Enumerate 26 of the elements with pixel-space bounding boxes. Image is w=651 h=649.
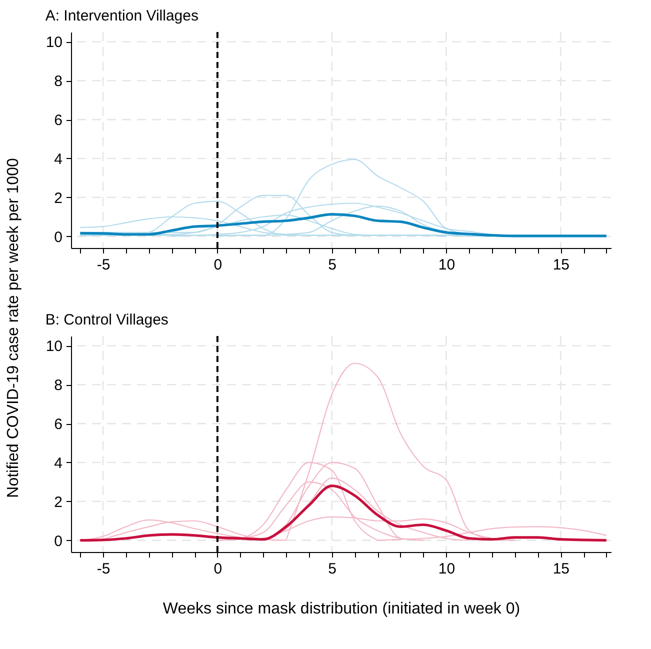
x-axis-title: Weeks since mask distribution (initiated in week 0) (162, 600, 520, 618)
y-tick-label: 10 (46, 338, 62, 356)
chart-title: B: Control Villages (45, 311, 168, 328)
y-tick-label: 6 (54, 416, 62, 434)
x-tick-label: 5 (328, 256, 337, 274)
y-tick-label: 0 (54, 228, 62, 246)
y-tick-label: 8 (54, 377, 62, 394)
y-tick-label: 2 (54, 494, 62, 511)
x-tick-label: 10 (438, 256, 456, 274)
y-tick-label: 10 (46, 34, 62, 52)
y-tick-label: 4 (54, 150, 62, 168)
y-tick-label: 8 (54, 73, 62, 90)
y-tick-label: 4 (54, 454, 62, 472)
x-tick-label: 0 (214, 560, 222, 578)
x-tick-label: 0 (214, 256, 222, 274)
x-tick-label: 5 (328, 560, 337, 578)
y-axis-title: Notified COVID-19 case rate per week per 1000 (5, 158, 22, 498)
x-tick-label: 15 (552, 256, 570, 274)
y-tick-label: 6 (54, 112, 62, 130)
x-tick-label: -5 (96, 560, 110, 578)
x-tick-label: 15 (552, 560, 570, 578)
x-tick-label: -5 (96, 256, 110, 274)
chart-title: A: Intervention Villages (45, 7, 198, 24)
x-tick-label: 10 (438, 560, 456, 578)
y-tick-label: 0 (54, 532, 62, 550)
y-tick-label: 2 (54, 190, 62, 207)
